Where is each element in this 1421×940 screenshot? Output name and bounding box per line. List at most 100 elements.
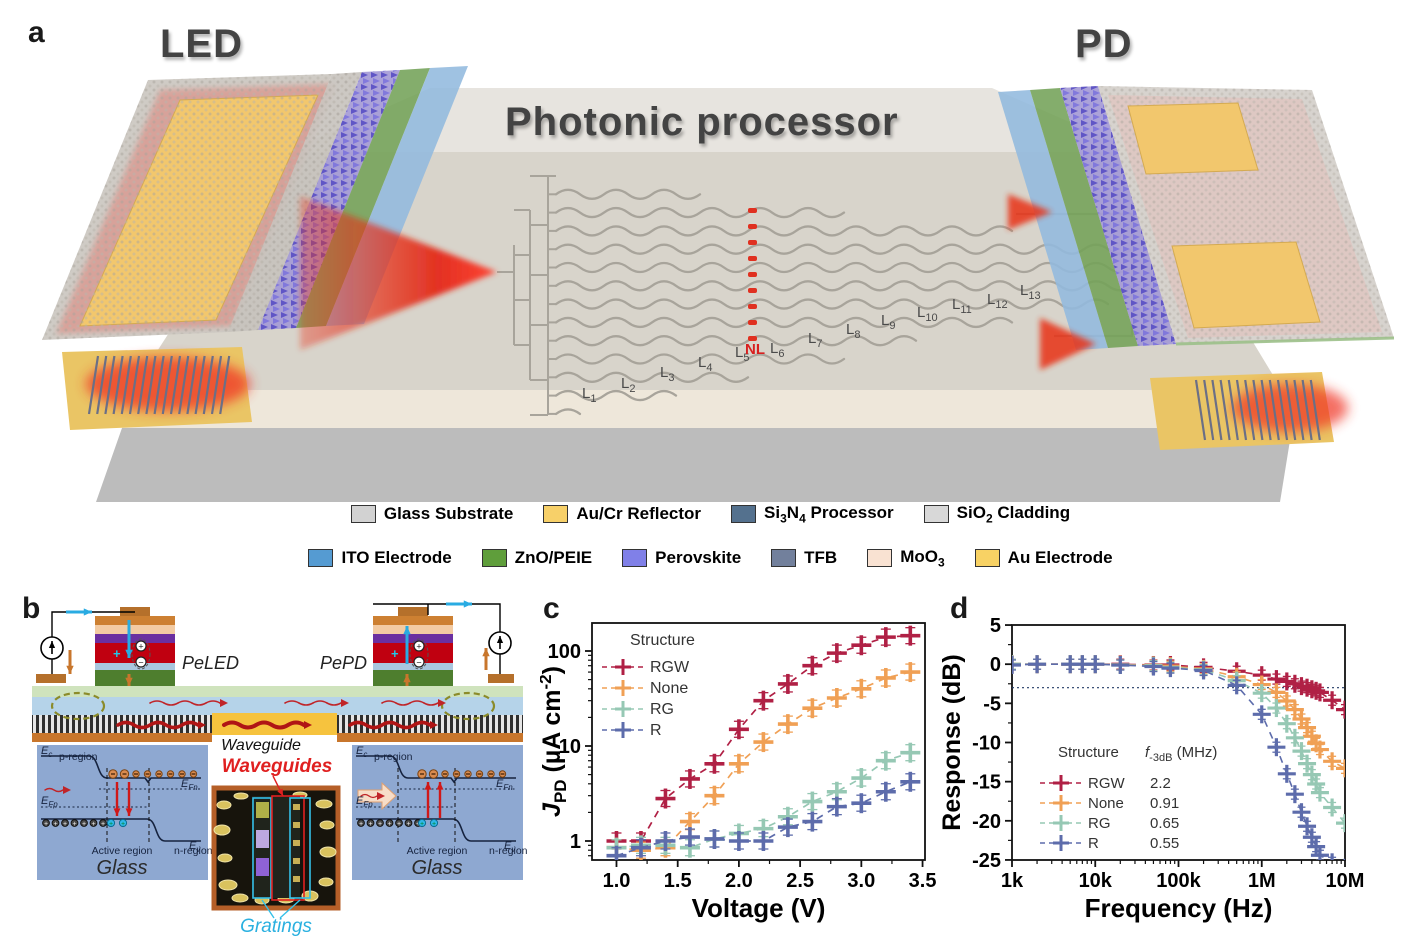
svg-text:Ev: Ev — [504, 840, 516, 854]
legend-item: Perovskite — [622, 548, 741, 568]
waveguides-label: Waveguides — [222, 756, 333, 777]
svg-text:RGW: RGW — [650, 659, 690, 676]
legend-swatch — [481, 549, 507, 568]
legend-item: ZnO/PEIE — [481, 548, 593, 568]
pepd-label: PePD — [320, 653, 367, 673]
led-device-stack — [42, 66, 468, 340]
svg-text:Glass: Glass — [411, 857, 462, 879]
mesh-label-L6: L6 — [770, 340, 784, 360]
svg-text:0.55: 0.55 — [1150, 835, 1179, 852]
nl-label: NL — [745, 341, 765, 358]
svg-text:Structure: Structure — [630, 632, 695, 649]
svg-text:100: 100 — [548, 641, 581, 663]
svg-text:0.65: 0.65 — [1150, 815, 1179, 832]
mesh-label-L5: L5 — [735, 344, 749, 364]
mesh-label-L7: L7 — [808, 330, 822, 350]
panel-d-chart: 1k 10k 100k 1M 10M 5 0 -5 -10 -15 -20 -25 Frequency … — [940, 615, 1365, 923]
pd-ito-strip — [998, 90, 1108, 350]
svg-text:-5: -5 — [983, 693, 1001, 715]
pd-input-beam-bottom — [1040, 318, 1096, 370]
svg-text:+: + — [378, 821, 382, 828]
peled-label: PeLED — [182, 653, 239, 673]
mesh-label-L10: L10 — [917, 304, 938, 324]
led-title: LED — [160, 22, 243, 66]
legend-swatch — [543, 505, 569, 524]
svg-text:2.2: 2.2 — [1150, 775, 1171, 792]
panel-b-letter: b — [22, 592, 41, 625]
led-emission-beam — [300, 196, 497, 350]
svg-text:Active region: Active region — [407, 845, 468, 857]
legend-item: Glass Substrate — [350, 504, 514, 524]
mesh-label-L2: L2 — [621, 375, 635, 395]
legend-item: ITO Electrode — [308, 548, 452, 568]
svg-text:Ec: Ec — [41, 745, 52, 759]
pd-zno-strip — [1030, 88, 1138, 348]
mesh-labels: L1 L2 L3 L4 L5 L6 L7 L8 L9 L10 L11 L12 L13 — [582, 282, 1041, 405]
legend-swatch — [771, 549, 797, 568]
svg-text:+: + — [63, 821, 67, 828]
materials-legend-row-2: ITO Electrode ZnO/PEIE Perovskite TFB MoO3 Au… — [0, 547, 1421, 569]
legend-item: Si3N4 Processor — [731, 503, 894, 525]
svg-text:Frequency (Hz): Frequency (Hz) — [1085, 893, 1273, 923]
pd-device-stack — [998, 86, 1395, 350]
svg-text:+: + — [387, 821, 391, 828]
svg-text:+: + — [359, 821, 363, 828]
svg-text:Structure: Structure — [1058, 744, 1119, 761]
legend-label: MoO3 — [900, 547, 945, 570]
svg-text:None: None — [650, 680, 688, 697]
svg-text:3.0: 3.0 — [847, 870, 875, 892]
svg-text:R: R — [1088, 835, 1099, 852]
panel-a-letter: a — [28, 16, 45, 49]
legend-item: MoO3 — [867, 547, 945, 570]
mesh-label-L11: L11 — [952, 296, 972, 316]
svg-text:+: + — [91, 821, 95, 828]
svg-text:Ec: Ec — [356, 745, 367, 759]
legend-label: ZnO/PEIE — [514, 548, 593, 568]
legend-swatch — [867, 549, 893, 568]
mesh-label-L9: L9 — [881, 312, 895, 332]
legend-label: Au Electrode — [1007, 548, 1113, 568]
legend-label: ITO Electrode — [341, 548, 452, 568]
svg-text:RG: RG — [650, 701, 674, 718]
svg-text:JPD (µA cm-2): JPD (µA cm-2) — [540, 666, 570, 817]
svg-text:0: 0 — [990, 654, 1001, 676]
svg-text:EFn: EFn — [496, 778, 513, 792]
slab-top-face — [286, 88, 1138, 152]
svg-text:+: + — [101, 821, 105, 828]
svg-text:EFp: EFp — [356, 795, 373, 809]
svg-text:+: + — [391, 646, 399, 661]
svg-text:2.0: 2.0 — [725, 870, 753, 892]
pd-au-electrode-bottom — [1171, 241, 1321, 329]
svg-text:RG: RG — [1088, 815, 1111, 832]
svg-text:-20: -20 — [972, 811, 1001, 833]
svg-text:RGW: RGW — [1088, 775, 1126, 792]
mesh-label-L3: L3 — [660, 364, 674, 384]
svg-text:+: + — [368, 821, 372, 828]
svg-text:10M: 10M — [1326, 870, 1365, 892]
mesh-label-L13: L13 — [1020, 282, 1041, 302]
svg-text:+: + — [432, 821, 436, 828]
svg-text:p-region: p-region — [374, 751, 413, 763]
legend-label: Au/Cr Reflector — [576, 504, 702, 524]
svg-text:+: + — [82, 821, 86, 828]
mesh-label-L8: L8 — [846, 321, 860, 341]
svg-text:+: + — [416, 642, 421, 652]
svg-text:+: + — [44, 821, 48, 828]
waveguide-label: Waveguide — [221, 737, 301, 754]
svg-text:+: + — [121, 821, 125, 828]
svg-text:3.5: 3.5 — [909, 870, 937, 892]
svg-text:-10: -10 — [972, 733, 1001, 755]
svg-text:EFp: EFp — [41, 795, 58, 809]
svg-text:n-region: n-region — [489, 845, 528, 857]
svg-text:1.0: 1.0 — [603, 870, 631, 892]
legend-swatch — [731, 505, 757, 524]
slab-mid-face — [132, 152, 1282, 390]
svg-text:10: 10 — [559, 736, 581, 758]
legend-item: Au/Cr Reflector — [543, 504, 701, 524]
svg-text:5: 5 — [990, 615, 1001, 637]
svg-text:+: + — [138, 642, 143, 652]
mesh-label-L4: L4 — [698, 354, 712, 374]
svg-text:2.5: 2.5 — [786, 870, 814, 892]
legend-label: Glass Substrate — [383, 504, 514, 524]
